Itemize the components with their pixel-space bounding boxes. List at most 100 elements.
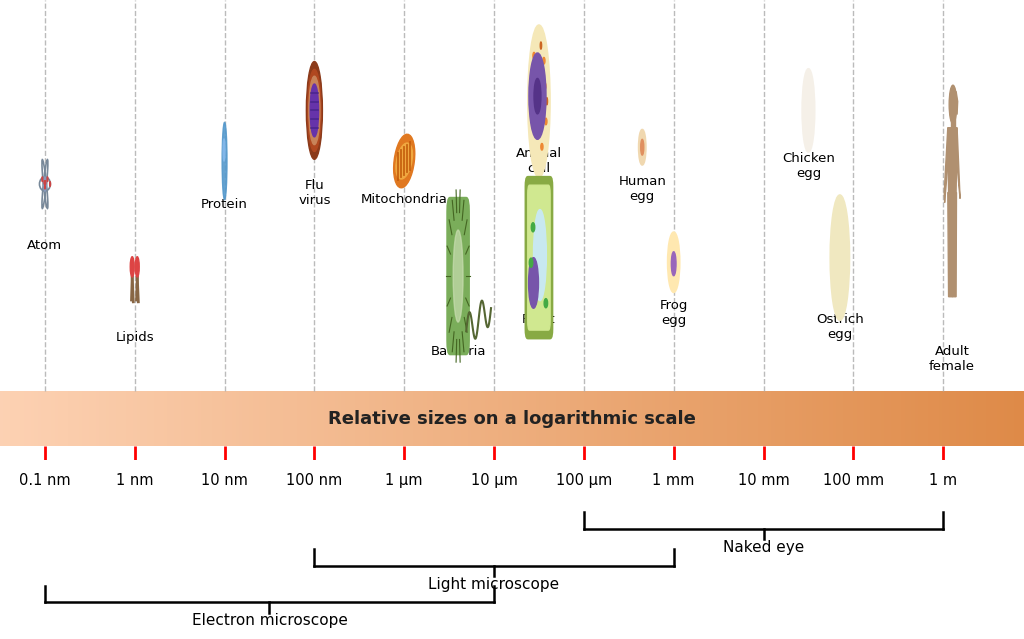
Bar (198, 391, 202, 446)
Bar (266, 391, 269, 446)
Bar (973, 391, 976, 446)
Bar (451, 391, 454, 446)
Bar (184, 391, 187, 446)
Bar (748, 391, 751, 446)
Bar (519, 391, 522, 446)
Text: Relative sizes on a logarithmic scale: Relative sizes on a logarithmic scale (328, 410, 696, 427)
Bar (758, 391, 761, 446)
Bar (273, 391, 276, 446)
Text: Lipids: Lipids (116, 331, 154, 344)
Bar (181, 391, 184, 446)
Bar (617, 391, 622, 446)
Bar (929, 391, 932, 446)
Bar (348, 391, 351, 446)
Bar (399, 391, 402, 446)
Bar (939, 391, 942, 446)
Bar (65, 391, 69, 446)
Bar (775, 391, 778, 446)
Bar (751, 391, 755, 446)
Bar (24, 391, 28, 446)
Text: Adult
female: Adult female (929, 345, 975, 373)
Ellipse shape (396, 143, 413, 179)
Ellipse shape (454, 230, 463, 322)
Bar (556, 391, 560, 446)
Bar (822, 391, 826, 446)
Bar (146, 391, 151, 446)
Bar (328, 391, 331, 446)
Bar (310, 391, 314, 446)
Bar (427, 391, 430, 446)
Bar (996, 391, 1000, 446)
Bar (573, 391, 577, 446)
Bar (744, 391, 748, 446)
Bar (707, 391, 710, 446)
Bar (970, 391, 973, 446)
Circle shape (532, 123, 534, 130)
Bar (925, 391, 929, 446)
Bar (628, 391, 632, 446)
Bar (161, 391, 164, 446)
Bar (935, 391, 939, 446)
Bar (484, 391, 488, 446)
FancyBboxPatch shape (526, 178, 552, 337)
Bar (366, 391, 369, 446)
Bar (191, 391, 195, 446)
Bar (696, 391, 699, 446)
Circle shape (528, 258, 539, 308)
Bar (955, 391, 959, 446)
Bar (392, 391, 396, 446)
Bar (85, 391, 89, 446)
Bar (843, 391, 847, 446)
Bar (284, 391, 287, 446)
Bar (325, 391, 328, 446)
Bar (151, 391, 154, 446)
Bar (253, 391, 256, 446)
Bar (908, 391, 911, 446)
Text: Atom: Atom (28, 239, 62, 252)
Bar (840, 391, 843, 446)
Bar (778, 391, 781, 446)
Bar (499, 391, 502, 446)
Bar (540, 391, 543, 446)
Polygon shape (955, 91, 957, 114)
Bar (202, 391, 205, 446)
Circle shape (641, 139, 644, 155)
Bar (304, 391, 307, 446)
Text: 10 μm: 10 μm (471, 473, 517, 488)
Bar (314, 391, 317, 446)
Bar (829, 391, 833, 446)
Bar (505, 391, 509, 446)
Bar (136, 391, 140, 446)
Polygon shape (944, 128, 948, 203)
Bar (82, 391, 85, 446)
Bar (407, 391, 410, 446)
Bar (157, 391, 161, 446)
Bar (652, 391, 655, 446)
Bar (92, 391, 95, 446)
Bar (99, 391, 102, 446)
Bar (386, 391, 389, 446)
Text: Protein: Protein (201, 198, 248, 211)
Bar (488, 391, 492, 446)
Text: 1 mm: 1 mm (652, 473, 695, 488)
Ellipse shape (307, 70, 322, 151)
Bar (454, 391, 458, 446)
Text: Flu
virus: Flu virus (298, 180, 331, 208)
Bar (123, 391, 126, 446)
Text: Electron microscope: Electron microscope (191, 613, 347, 628)
Circle shape (541, 42, 542, 49)
Bar (891, 391, 894, 446)
Ellipse shape (393, 134, 415, 188)
Bar (635, 391, 638, 446)
Bar (69, 391, 72, 446)
Bar (949, 391, 952, 446)
Polygon shape (952, 192, 956, 296)
Bar (222, 391, 225, 446)
Bar (919, 391, 922, 446)
Bar (584, 391, 587, 446)
Bar (443, 391, 447, 446)
Ellipse shape (803, 69, 814, 152)
Bar (133, 391, 136, 446)
Circle shape (130, 257, 134, 277)
Bar (95, 391, 99, 446)
